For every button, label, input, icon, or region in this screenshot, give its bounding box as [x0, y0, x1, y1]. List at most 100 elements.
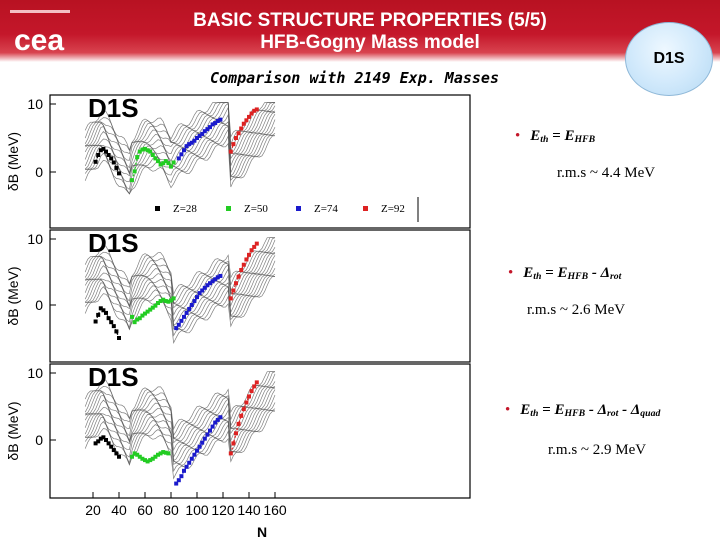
legend-marker	[226, 206, 231, 211]
panel-label-3: D1S	[88, 362, 139, 392]
data-point	[140, 147, 145, 152]
data-point	[208, 428, 212, 433]
data-point	[137, 454, 142, 459]
data-point	[101, 146, 106, 151]
data-point	[148, 307, 153, 312]
data-point	[236, 274, 241, 279]
data-point	[109, 156, 114, 161]
data-point	[96, 312, 101, 317]
x-tick-label: 140	[237, 502, 261, 518]
legend-marker	[296, 206, 301, 211]
data-point	[174, 481, 179, 486]
data-point	[153, 454, 158, 459]
background-chain-line	[85, 386, 276, 444]
data-point	[202, 436, 207, 441]
background-chain-line	[84, 371, 275, 437]
data-point	[254, 241, 259, 246]
data-point	[247, 114, 251, 119]
data-point	[135, 452, 140, 457]
data-point	[197, 291, 202, 296]
annotation-1: • Eth = EHFB	[515, 128, 596, 145]
background-chain-line	[84, 371, 275, 431]
data-point	[241, 262, 246, 267]
background-chain-line	[84, 111, 276, 175]
data-point	[205, 432, 210, 437]
data-point	[202, 285, 207, 290]
background-chain-line	[85, 247, 276, 307]
background-chain-line	[84, 255, 276, 326]
background-chain-line	[85, 381, 276, 442]
data-point	[187, 460, 192, 465]
data-point	[182, 148, 186, 153]
data-point	[228, 451, 233, 456]
data-point	[106, 153, 111, 157]
data-point	[215, 417, 220, 422]
data-point	[109, 320, 114, 325]
data-point	[161, 297, 166, 302]
data-point	[184, 144, 189, 149]
data-point	[163, 299, 168, 304]
data-point	[218, 415, 223, 420]
data-point	[179, 152, 184, 157]
data-point	[166, 299, 171, 304]
data-point	[158, 451, 163, 456]
background-chain-line	[84, 252, 276, 317]
y-tick-label: 0	[35, 164, 43, 180]
data-point	[184, 310, 189, 315]
data-point	[156, 301, 160, 306]
background-chain-line	[84, 111, 276, 175]
y-axis-label-1: δB (MeV)	[5, 132, 21, 191]
x-tick-label: 120	[211, 502, 235, 518]
data-point	[182, 314, 186, 319]
data-point	[140, 313, 145, 318]
background-chain-line	[85, 251, 276, 309]
data-point	[244, 400, 249, 405]
background-chain-line	[85, 402, 276, 465]
data-point	[252, 108, 257, 113]
svg-text:cea: cea	[14, 24, 64, 57]
data-point	[254, 107, 259, 112]
data-point	[234, 136, 238, 140]
x-tick-label: 80	[163, 502, 179, 518]
data-point	[101, 308, 106, 313]
data-point	[176, 156, 181, 161]
data-point	[208, 281, 212, 286]
y-tick-label: 10	[27, 365, 43, 381]
data-point	[254, 380, 259, 385]
title-line-2: HFB-Gogny Mass model	[260, 32, 480, 53]
data-point	[171, 160, 176, 165]
data-point	[189, 303, 194, 307]
annotation-3: • Eth = EHFB - Δrot - Δquad	[505, 402, 661, 419]
data-point	[182, 468, 186, 473]
data-point	[179, 474, 184, 479]
data-point	[150, 153, 155, 157]
data-point	[200, 440, 205, 445]
data-point	[236, 131, 241, 136]
badge-d1s: D1S	[625, 22, 713, 96]
background-chain-line	[84, 102, 275, 152]
background-chain-line	[85, 102, 276, 169]
legend-entry: Z=92	[381, 203, 405, 215]
data-point	[104, 149, 108, 154]
data-point	[234, 281, 238, 286]
data-point	[93, 441, 98, 446]
legend-entry: Z=74	[314, 203, 338, 215]
background-chain-line	[85, 125, 276, 191]
data-point	[153, 156, 158, 161]
rms-3: r.m.s ~ 2.9 MeV	[548, 442, 647, 458]
data-point	[143, 458, 147, 463]
background-chain-line	[84, 237, 275, 302]
series-line-z28	[94, 307, 120, 339]
data-point	[132, 169, 137, 174]
x-tick-label: 40	[111, 502, 127, 518]
background-chain-line	[84, 253, 276, 323]
data-point	[179, 318, 184, 323]
data-point	[239, 126, 244, 131]
data-point	[98, 148, 103, 153]
data-point	[148, 149, 153, 154]
data-point	[114, 329, 119, 334]
x-axis-label: N	[257, 524, 267, 540]
data-point	[166, 451, 171, 456]
data-point	[205, 283, 210, 288]
data-point	[192, 299, 197, 304]
